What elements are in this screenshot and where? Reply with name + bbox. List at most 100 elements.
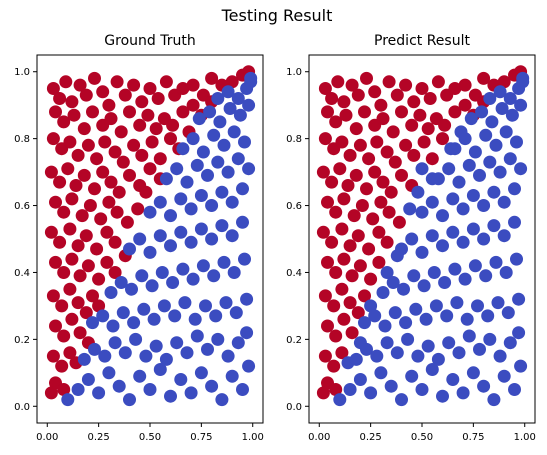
predict-result-class-1-point-43 [318, 132, 332, 146]
predict-result-class-0-point-83 [403, 202, 417, 216]
ground-truth-class-0-point-44 [168, 309, 182, 323]
ground-truth-class-0-point-34 [231, 336, 245, 350]
predict-result-class-1-point-15 [431, 75, 445, 89]
predict-result-class-0-point-13 [466, 366, 480, 380]
predict-result-class-0-point-66 [479, 269, 493, 283]
ground-truth-class-1-point-9 [110, 75, 124, 89]
predict-result-class-0-point-99 [452, 175, 466, 189]
ground-truth-class-1-point-66 [104, 175, 118, 189]
ground-truth-class-1-point-55 [153, 152, 167, 166]
ground-truth-class-0-point-13 [194, 366, 208, 380]
ground-truth-class-0-point-88 [159, 172, 173, 186]
ground-truth-class-1-point-7 [96, 85, 110, 99]
predict-result-class-0-point-111 [479, 128, 493, 142]
ground-truth-class-0-point-15 [215, 393, 229, 407]
ground-truth-class-0-point-59 [176, 262, 190, 276]
predict-result-class-0-point-65 [468, 259, 482, 273]
predict-result-class-1-point-102 [318, 349, 332, 363]
predict-result-class-0-point-120 [514, 98, 528, 112]
predict-result-class-1-point-54 [417, 135, 431, 149]
predict-result-class-1-point-51 [388, 155, 402, 169]
predict-result-class-0-point-126 [516, 75, 530, 89]
predict-result-class-1-point-11 [399, 78, 413, 92]
ground-truth-class-1-point-86 [71, 239, 85, 253]
predict-result-title: Predict Result [374, 33, 470, 49]
ground-truth-class-0-point-17 [236, 383, 249, 396]
predict-result-class-1-point-32 [386, 125, 400, 139]
ground-truth-class-1-point-34 [133, 118, 147, 132]
ground-truth-class-1-point-28 [77, 122, 91, 136]
predict-result-class-0-point-101 [473, 168, 486, 182]
predict-result-class-1-point-92 [318, 289, 332, 303]
ground-truth-class-0-point-20 [88, 342, 101, 356]
predict-result-class-0-point-112 [489, 138, 503, 152]
predict-result-y-tick-label-5: 1.0 [286, 67, 302, 78]
predict-result-class-0-point-86 [425, 195, 439, 209]
ground-truth-class-1-point-12 [135, 95, 149, 109]
ground-truth-class-0-point-107 [223, 102, 237, 115]
ground-truth-title: Ground Truth [104, 33, 195, 49]
predict-result-class-1-point-104 [335, 346, 349, 360]
ground-truth-class-0-point-66 [123, 242, 136, 256]
predict-result-class-0-point-56 [380, 266, 394, 279]
ground-truth-class-1-point-39 [176, 105, 190, 119]
ground-truth-class-0-point-40 [127, 316, 141, 330]
ground-truth-class-0-point-7 [133, 369, 147, 383]
ground-truth-class-1-point-107 [49, 319, 62, 333]
predict-result-class-0-point-58 [397, 282, 410, 296]
predict-result-class-0-point-36 [503, 336, 517, 350]
predict-result-class-0-point-6 [395, 393, 408, 407]
ground-truth-class-0-point-22 [108, 336, 122, 350]
ground-truth-class-0-point-46 [188, 312, 202, 326]
predict-result-class-0-point-63 [448, 262, 462, 276]
predict-result-class-1-point-59 [333, 162, 347, 176]
predict-result-class-0-point-107 [448, 142, 462, 156]
predict-result-class-0-point-20 [349, 352, 363, 366]
predict-result-class-1-point-82 [362, 242, 376, 256]
ground-truth-class-1-point-109 [65, 312, 79, 326]
ground-truth-y-tick-label-3: 0.6 [14, 201, 30, 212]
predict-result-class-0-point-93 [497, 195, 511, 209]
predict-result-class-0-point-51 [481, 309, 495, 323]
ground-truth-class-1-point-61 [61, 162, 75, 176]
ground-truth-class-1-point-105 [86, 289, 99, 303]
predict-result-class-1-point-17 [448, 82, 462, 95]
predict-result-class-0-point-89 [456, 202, 470, 216]
ground-truth-x-tick-label-3: 0.75 [190, 432, 212, 443]
ground-truth-class-1-point-118 [44, 386, 58, 400]
predict-result-class-1-point-34 [405, 118, 419, 132]
ground-truth-y-tick-label-4: 0.8 [14, 134, 30, 145]
predict-result-class-0-point-103 [493, 165, 507, 179]
ground-truth-class-0-point-16 [225, 369, 239, 383]
predict-result-class-0-point-48 [450, 296, 464, 310]
predict-result-class-0-point-95 [415, 162, 429, 176]
ground-truth-class-1-point-90 [108, 235, 122, 249]
predict-result-class-0-point-16 [497, 369, 511, 383]
ground-truth-class-0-point-48 [209, 309, 223, 323]
predict-result-class-0-point-100 [462, 158, 476, 172]
ground-truth-class-0-point-71 [174, 225, 188, 239]
ground-truth-class-1-point-2 [59, 75, 73, 89]
ground-truth-class-0-point-51 [240, 292, 254, 306]
ground-truth-class-0-point-62 [207, 269, 221, 283]
predict-result-class-1-point-68 [321, 195, 334, 209]
ground-truth-class-0-point-90 [180, 175, 194, 189]
predict-result-class-0-point-102 [483, 155, 497, 169]
predict-result-class-0-point-75 [436, 239, 449, 253]
ground-truth-class-1-point-112 [46, 349, 60, 363]
ground-truth-class-0-point-49 [219, 296, 233, 310]
ground-truth-class-0-point-61 [196, 259, 210, 273]
predict-result-class-0-point-17 [508, 383, 521, 396]
ground-truth-class-1-point-110 [73, 326, 87, 340]
predict-result-class-1-point-62 [360, 182, 373, 196]
ground-truth-class-1-point-76 [83, 199, 97, 212]
predict-result-class-1-point-79 [335, 222, 349, 236]
ground-truth-class-1-point-82 [139, 185, 153, 199]
predict-result-class-0-point-54 [512, 292, 526, 306]
predict-result-class-1-point-94 [335, 282, 349, 296]
predict-result-class-1-point-56 [436, 132, 449, 146]
predict-result-class-1-point-91 [372, 255, 386, 269]
ground-truth-class-0-point-69 [153, 229, 167, 243]
ground-truth-y-tick-label-1: 0.2 [14, 335, 30, 346]
predict-result-class-1-point-70 [337, 192, 351, 206]
